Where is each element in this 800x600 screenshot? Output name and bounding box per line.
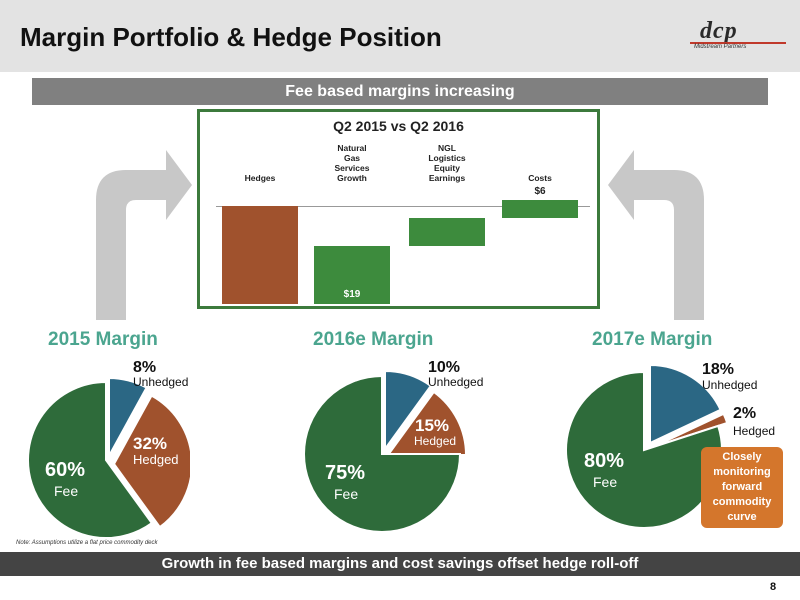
category-label-line: Logistics: [428, 153, 466, 163]
pie-slice-unhedged: [384, 369, 433, 453]
category-label-line: Earnings: [428, 173, 466, 183]
bar-data-label: $6: [534, 185, 546, 197]
fee-pct-2016: 75%: [325, 462, 366, 484]
chart-title: Q2 2015 vs Q2 2016: [333, 118, 464, 134]
pie-title-2016: 2016e Margin: [313, 329, 434, 350]
pie-title-2017: 2017e Margin: [592, 329, 713, 350]
logo-underline: [690, 42, 786, 44]
pie-title-2015: 2015 Margin: [48, 329, 158, 350]
commodity-curve-callout: Closely monitoring forward commodity cur…: [701, 447, 783, 528]
waterfall-bar: [502, 199, 578, 219]
callout-line: forward: [721, 481, 763, 493]
fee-label-2015: Fee: [54, 483, 79, 499]
hedged-label-2017: Hedged: [733, 424, 776, 438]
category-label: Hedges: [225, 173, 295, 183]
pie-slice-hedged: [652, 412, 728, 448]
logo-mark: dcp: [700, 18, 738, 44]
footer-banner: Growth in fee based margins and cost sav…: [0, 552, 800, 576]
pie-slice-hedged: [112, 394, 190, 529]
unhedged-pct-2015: 8%: [133, 359, 157, 376]
callout-line: Closely: [722, 451, 762, 463]
pie-chart-2015: [27, 376, 190, 539]
category-label-line: Growth: [337, 173, 367, 183]
pie-slice-unhedged: [649, 365, 722, 445]
category-label-line: Gas: [343, 153, 361, 163]
unhedged-pct-2016: 10%: [428, 359, 461, 376]
page-number: 8: [770, 581, 777, 593]
pie-slice-fee: [303, 374, 462, 533]
waterfall-bar: [409, 218, 485, 246]
category-label-line: Costs: [528, 173, 552, 183]
curved-arrow-right-icon: [608, 150, 704, 320]
callout-line: commodity: [712, 496, 772, 508]
page-title: Margin Portfolio & Hedge Position: [20, 22, 442, 52]
section-banner: Fee based margins increasing: [32, 78, 768, 105]
unhedged-label-2015: Unhedged: [133, 375, 189, 389]
waterfall-bar: [314, 245, 390, 304]
category-label-line: Natural: [337, 143, 367, 153]
category-label-line: Services: [334, 163, 370, 173]
slide-header: Margin Portfolio & Hedge Position dcp Mi…: [0, 0, 800, 72]
hedged-label-2015: Hedged: [133, 452, 179, 467]
fee-label-2016: Fee: [334, 486, 359, 502]
category-label: NGL Logistics Equity Earnings: [412, 143, 482, 183]
callout-line: curve: [727, 511, 757, 523]
waterfall-chart: Q2 2015 vs Q2 2016 Hedges Natural Gas Servi…: [197, 109, 600, 320]
waterfall-bar: [222, 206, 298, 304]
hedged-label-2016: Hedged: [414, 434, 457, 448]
unhedged-label-2017: Unhedged: [702, 378, 758, 392]
fee-pct-2015: 60%: [45, 459, 86, 481]
fee-pct-2017: 80%: [584, 450, 625, 472]
pie-chart-2017: [565, 365, 728, 529]
assumption-note: Note: Assumptions utilize a flat price c…: [16, 540, 158, 546]
logo-subtext: Midstream Partners: [694, 44, 747, 50]
hedged-pct-2016: 15%: [415, 416, 450, 435]
curved-arrow-left-icon: [96, 150, 192, 320]
unhedged-pct-2017: 18%: [702, 361, 735, 378]
category-label-line: NGL: [438, 143, 456, 153]
pie-slice-unhedged: [108, 376, 148, 457]
hedged-pct-2015: 32%: [133, 434, 168, 453]
chart-baseline: [216, 206, 590, 207]
bar-data-label: ($32): [248, 308, 272, 320]
fee-label-2017: Fee: [593, 474, 618, 490]
hedged-pct-2017: 2%: [733, 405, 757, 422]
pie-slice-fee: [27, 380, 154, 539]
pie-slice-hedged: [386, 390, 466, 456]
category-label: Costs: [505, 173, 575, 183]
bar-data-label: $19: [343, 288, 361, 300]
category-label-line: Equity: [434, 163, 460, 173]
bar-data-label: $9: [441, 245, 453, 257]
category-label-line: Hedges: [244, 173, 276, 183]
unhedged-label-2016: Unhedged: [428, 375, 484, 389]
pie-chart-2016: [303, 369, 466, 533]
company-logo: dcp Midstream Partners: [690, 18, 786, 52]
callout-line: monitoring: [713, 466, 771, 478]
category-label: Natural Gas Services Growth: [317, 143, 387, 183]
